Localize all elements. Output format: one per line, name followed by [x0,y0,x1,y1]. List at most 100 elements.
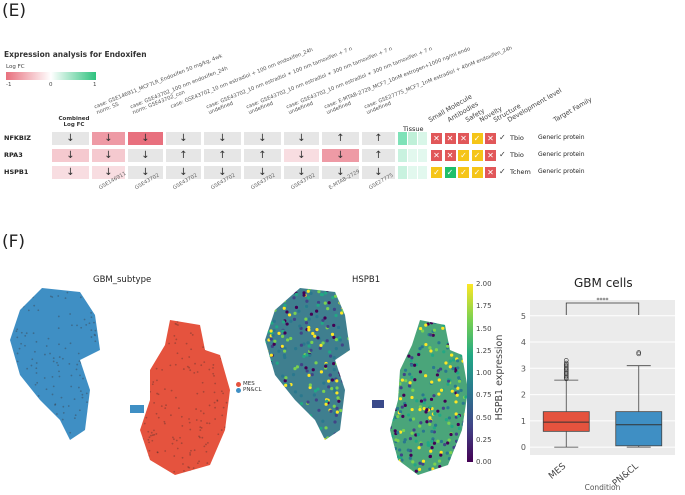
legend-dot-mes [236,381,241,387]
tissue-cell [408,166,417,179]
heatmap-cell: ↑ [362,149,395,162]
check-icon: ✓ [471,133,483,144]
umap-mes-cluster [140,320,230,475]
check-icon: ✓ [471,167,483,178]
x-tick-label: MES [547,461,568,481]
box-1 [615,411,663,447]
legend-item-pncl: PN&CL [236,387,262,393]
heatmap-cell: ↑ [166,149,201,162]
development-level: Tchem [510,168,531,176]
legend-item-mes: MES [236,381,262,387]
outlier-point [563,358,569,363]
right-header-7: Target Family [552,95,594,124]
gene-label: RPA3 [4,151,23,159]
boxplot-title: GBM cells [574,276,633,290]
y-tick-label: 0 [521,443,526,452]
heatmap-cell: ↑ [204,149,241,162]
cross-icon: ✕ [431,133,442,144]
y-tick-label: 2 [521,391,526,400]
y-tick-label: 1 [521,417,526,426]
heatmap-cell: ↓ [322,166,359,179]
outlier-point [563,360,569,366]
heatmap-cell: ↓ [166,132,201,145]
panel-f-letter: (F) [2,232,26,252]
check-icon: ✓ [471,150,483,161]
outlier-point [636,351,642,357]
heatmap-cell: ↓ [244,132,281,145]
gene-label: NFKBIZ [4,134,32,142]
heatmap-cell: ↓ [284,149,319,162]
y-axis-label: HSPB1 expression [494,335,505,421]
heatmap-cell: ↓ [128,166,163,179]
legend-tick-neg: -1 [6,82,12,88]
umap-plots [10,288,468,475]
tissue-cell [398,166,407,179]
tissue-cell [408,132,417,145]
box-0 [542,411,590,432]
y-tick-label: 4 [521,338,526,347]
cross-icon: ✕ [444,150,456,161]
cross-icon: ✕ [458,133,469,144]
heatmap-cell: ↓ [284,166,319,179]
colorbar-tick: 0.25 [476,435,492,444]
cross-icon: ✕ [431,150,442,161]
legend-dot-pncl [236,387,241,393]
outlier-point [636,350,642,355]
heatmap-cell: ↓ [92,132,125,145]
umap-small-cluster [130,405,144,413]
outlier-point [563,363,569,368]
check-icon: ✓ [444,167,456,178]
significance-label: **** [597,297,609,304]
logfc-gradient-bar [6,72,96,80]
cross-icon: ✕ [485,167,496,178]
cross-icon: ✕ [485,133,496,144]
check-icon: ✓ [458,150,469,161]
heatmap-cell: ↓ [92,149,125,162]
cross-icon: ✕ [485,150,496,161]
target-family: Generic protein [538,168,585,175]
tissue-cell [418,132,427,145]
structure-check-icon: ✓ [499,167,506,176]
target-family: Generic protein [538,134,585,141]
panel-e-letter: (E) [2,1,27,21]
check-icon: ✓ [458,167,469,178]
legend-label-pncl: PN&CL [243,387,262,393]
heatmap-cell: ↑ [362,132,395,145]
hspb1-colorbar [467,284,473,462]
umap-legend: MES PN&CL [236,381,262,393]
y-tick-label: 3 [521,364,526,373]
heatmap-cell: ↓ [204,166,241,179]
gene-label: HSPB1 [4,168,29,176]
tissue-cell [398,149,407,162]
legend-tick-pos: 1 [93,82,97,88]
umap-pncl-cluster [10,288,100,440]
combined-logfc-header: Combined Log FC [58,116,90,128]
colorbar-tick: 2.00 [476,280,492,288]
development-level: Tbio [510,151,524,159]
combined-logfc-cell: ↓ [52,132,89,145]
right-header-0: Tissue [403,125,424,133]
development-level: Tbio [510,134,524,142]
structure-check-icon: ✓ [499,150,506,159]
cross-icon: ✕ [444,133,456,144]
panel-e-title: Expression analysis for Endoxifen [4,50,147,59]
logfc-legend-title: Log FC [6,64,25,70]
colorbar-tick: 1.25 [476,346,492,355]
colorbar-tick: 1.50 [476,324,492,333]
tissue-cell [408,149,417,162]
check-icon: ✓ [431,167,442,178]
heatmap-cell: ↓ [128,132,163,145]
colorbar-tick: 0.75 [476,391,492,400]
legend-tick-zero: 0 [49,82,53,88]
heatmap-cell: ↓ [284,132,319,145]
significance-bracket [565,302,640,315]
heatmap-cell: ↑ [322,132,359,145]
tissue-cell [398,132,407,145]
heatmap-cell: ↑ [244,149,281,162]
heatmap-cell: ↓ [166,166,201,179]
heatmap-cell: ↓ [92,166,125,179]
colorbar-tick: 1.75 [476,302,492,311]
legend-label-mes: MES [243,381,255,387]
target-family: Generic protein [538,151,585,158]
